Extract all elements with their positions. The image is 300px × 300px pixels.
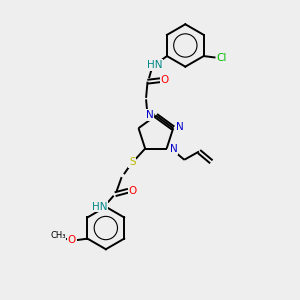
Text: CH₃: CH₃ [50, 231, 66, 240]
Text: S: S [129, 158, 136, 167]
Text: HN: HN [92, 202, 107, 212]
Text: O: O [160, 75, 169, 85]
Text: O: O [68, 235, 76, 245]
Text: Cl: Cl [216, 52, 226, 62]
Text: HN: HN [147, 60, 162, 70]
Text: N: N [170, 144, 178, 154]
Text: O: O [129, 186, 137, 196]
Text: N: N [176, 122, 184, 132]
Text: N: N [146, 110, 153, 120]
